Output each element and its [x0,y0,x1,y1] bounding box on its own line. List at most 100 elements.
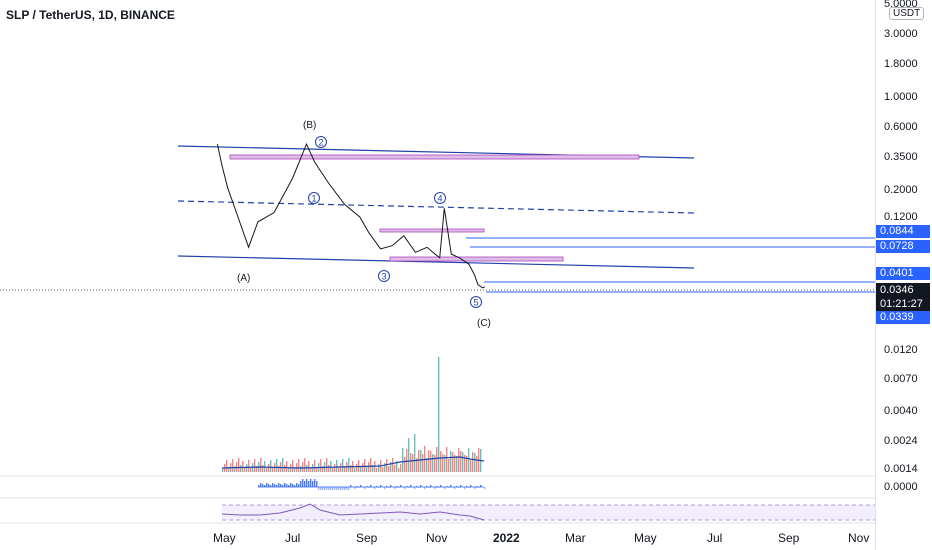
oscillator-bar [328,487,330,490]
oscillator-bar [418,487,420,488]
oscillator-bar [294,485,296,487]
level-badge[interactable]: 0.0844 [876,225,930,238]
time-tick: Sep [356,531,378,545]
oscillator-bar [374,487,376,489]
level-badge[interactable]: 0.0339 [876,311,930,324]
oscillator-bar [398,487,400,488]
oscillator-bar [334,487,336,490]
volume-bar [376,468,378,472]
volume-bar [458,448,460,472]
volume-bar [304,458,306,472]
volume-bar [332,468,334,472]
oscillator-bar [346,487,348,490]
price-tick: 1.8000 [884,58,918,70]
wave-label-A: (A) [237,273,251,284]
oscillator-bar [424,487,426,489]
oscillator-bar [446,486,448,487]
time-tick: Nov [426,531,448,545]
volume-bar [354,468,356,472]
volume-bar [454,455,456,472]
oscillator-bar [356,486,358,487]
volume-bar [270,460,272,472]
level-badge[interactable]: 0.0728 [876,240,930,253]
oscillator-bar [274,484,276,487]
resistance-zone-mid[interactable] [379,228,485,233]
volume-bar [260,458,262,472]
oscillator-bar [476,486,478,487]
volume-bar [474,453,476,472]
oscillator-bar [426,486,428,487]
oscillator-bar [430,485,432,487]
channel-middle-line[interactable] [177,200,695,214]
volume-bar [238,458,240,472]
volume-bar [388,466,390,472]
current-price-badge[interactable]: 0.0346 01:21:27 [876,283,930,311]
volume-bar [348,458,350,472]
oscillator-bar [298,484,300,487]
volume-bar [246,464,248,472]
level-badge[interactable]: 0.0401 [876,267,930,280]
volume-bar [334,464,336,472]
volume-bar [326,458,328,472]
volume-bar [396,461,398,472]
oscillator-bar [300,481,302,487]
volume-bar [344,466,346,472]
volume-bar [264,461,266,472]
price-series-line [216,142,486,289]
volume-bar [470,460,472,472]
oscillator-bar [268,484,270,487]
price-axis-border [875,0,876,550]
wave-number-3: 3 [378,270,390,282]
oscillator-bar [416,486,418,487]
volume-bar [444,455,446,472]
volume-bar [446,447,448,472]
oscillator-bar [414,487,416,489]
volume-bar [442,454,444,472]
volume-bar [456,456,458,472]
price-tick: 0.2000 [884,184,918,196]
oscillator-bar [448,487,450,488]
volume-bar [448,459,450,472]
oscillator-bar [388,487,390,488]
oscillator-bar [266,483,268,487]
volume-bar [432,454,434,472]
price-tick: 0.1200 [884,211,918,223]
oscillator-bar [456,486,458,487]
oscillator-bar [484,487,486,489]
wave-number-2: 2 [315,136,327,148]
volume-tick: 0.0040 [884,405,918,417]
oscillator-bar [278,483,280,487]
volume-bar [402,448,404,472]
price-tick: 0.6000 [884,121,918,133]
oscillator-bar [350,485,352,487]
time-tick: Nov [848,531,870,545]
oscillator-bar [292,484,294,487]
oscillator-bar [326,487,328,490]
time-tick: May [634,531,657,545]
oscillator-bar [332,487,334,490]
currency-unit[interactable]: USDT [889,7,925,20]
volume-bar [412,454,414,472]
volume-bar [306,465,308,472]
current-price-value: 0.0346 [880,284,914,296]
volume-bar [390,462,392,472]
wave-number-1: 1 [308,192,320,204]
volume-bar [322,466,324,472]
oscillator-bar [370,485,372,487]
price-tick: 5.0000 [884,0,918,10]
oscillator-bar [306,479,308,487]
resistance-zone-top[interactable] [229,154,640,160]
oscillator-bar [270,485,272,487]
support-zone[interactable] [389,256,564,262]
oscillator-bar [330,487,332,490]
oscillator-bar [396,486,398,487]
volume-bar [248,460,250,472]
time-tick: Jul [285,531,301,545]
volume-bar [462,452,464,472]
oscillator-bar [376,486,378,487]
channel-lower-line[interactable] [177,255,695,269]
svg-text:3: 3 [381,272,386,282]
volume-bar [386,459,388,472]
volume-tick: 0.0070 [884,373,918,385]
